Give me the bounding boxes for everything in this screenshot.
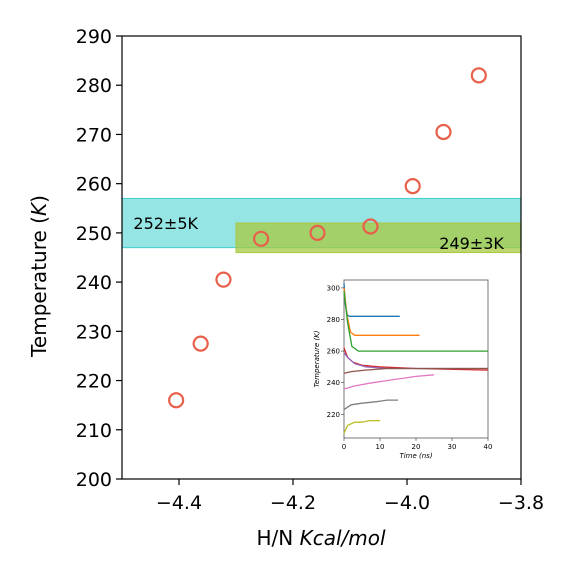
x-tick-label: −4.4	[156, 492, 202, 514]
data-point	[309, 224, 326, 241]
plot-frame	[121, 35, 522, 480]
inset-x-tick-label: 20	[412, 443, 421, 451]
x-axis-title-unit: Kcal/mol	[300, 526, 386, 550]
y-tick-label: 290	[76, 26, 112, 48]
y-tick-label: 240	[76, 272, 112, 294]
x-axis-title-plain: H/N	[256, 526, 299, 550]
y-axis-title-plain: Temperature (	[27, 216, 51, 358]
x-axis-title: H/N Kcal/mol	[256, 526, 385, 550]
inset-y-tick-label: 300	[327, 284, 340, 292]
y-tick-label: 200	[76, 469, 112, 491]
y-tick-label: 260	[76, 174, 112, 196]
inset-plot: 220 240 260 280 300 0 10 20 30 40 Time (ns) Tempera…	[313, 279, 493, 460]
inset-y-tick-label: 240	[327, 379, 340, 387]
inset-x-axis-title: Time (ns)	[399, 452, 432, 460]
x-tick-label: −4.2	[270, 492, 316, 514]
band-1-label: 252±5K	[133, 214, 198, 233]
y-tick-label: 210	[76, 420, 112, 442]
band-2-label: 249±3K	[439, 234, 504, 253]
inset-x-tick-label: 40	[484, 443, 493, 451]
data-point	[192, 335, 209, 352]
inset-y-tick-label: 260	[327, 348, 340, 356]
inset-x-tick-label: 0	[342, 443, 346, 451]
data-point	[362, 218, 379, 235]
y-tick-label: 220	[76, 371, 112, 393]
inset-x-tick-label: 30	[448, 443, 457, 451]
inset-series-line	[343, 399, 398, 411]
data-point	[470, 67, 487, 84]
inset-series-line	[343, 367, 488, 374]
data-point	[168, 392, 185, 409]
inset-series-line	[343, 419, 380, 434]
data-point	[252, 230, 270, 247]
inset-y-axis-title: Temperature (K)	[313, 330, 321, 387]
y-axis-title-unit: K	[27, 201, 51, 216]
y-axis-title: Temperature (K)	[27, 195, 51, 358]
inset-frame	[343, 279, 489, 439]
y-tick-label: 270	[76, 124, 112, 146]
inset-y-tick-label: 220	[327, 411, 340, 419]
data-point	[435, 123, 452, 141]
band-2	[235, 222, 522, 254]
y-axis-title-close: )	[27, 195, 51, 203]
data-point	[215, 271, 232, 288]
inset-series-line	[343, 291, 488, 352]
x-tick-label: −3.8	[498, 492, 544, 514]
inset-y-tick-label: 280	[327, 316, 340, 324]
y-tick-label: 250	[76, 223, 112, 245]
data-point	[404, 178, 421, 195]
bands-layer: 252±5K 249±3K	[121, 197, 522, 254]
x-tick-label: −4.0	[384, 492, 430, 514]
inset-series-line	[343, 374, 435, 390]
inset-x-tick-label: 10	[376, 443, 385, 451]
points-layer	[168, 67, 487, 409]
y-tick-label: 280	[76, 75, 112, 97]
y-tick-label: 230	[76, 321, 112, 343]
